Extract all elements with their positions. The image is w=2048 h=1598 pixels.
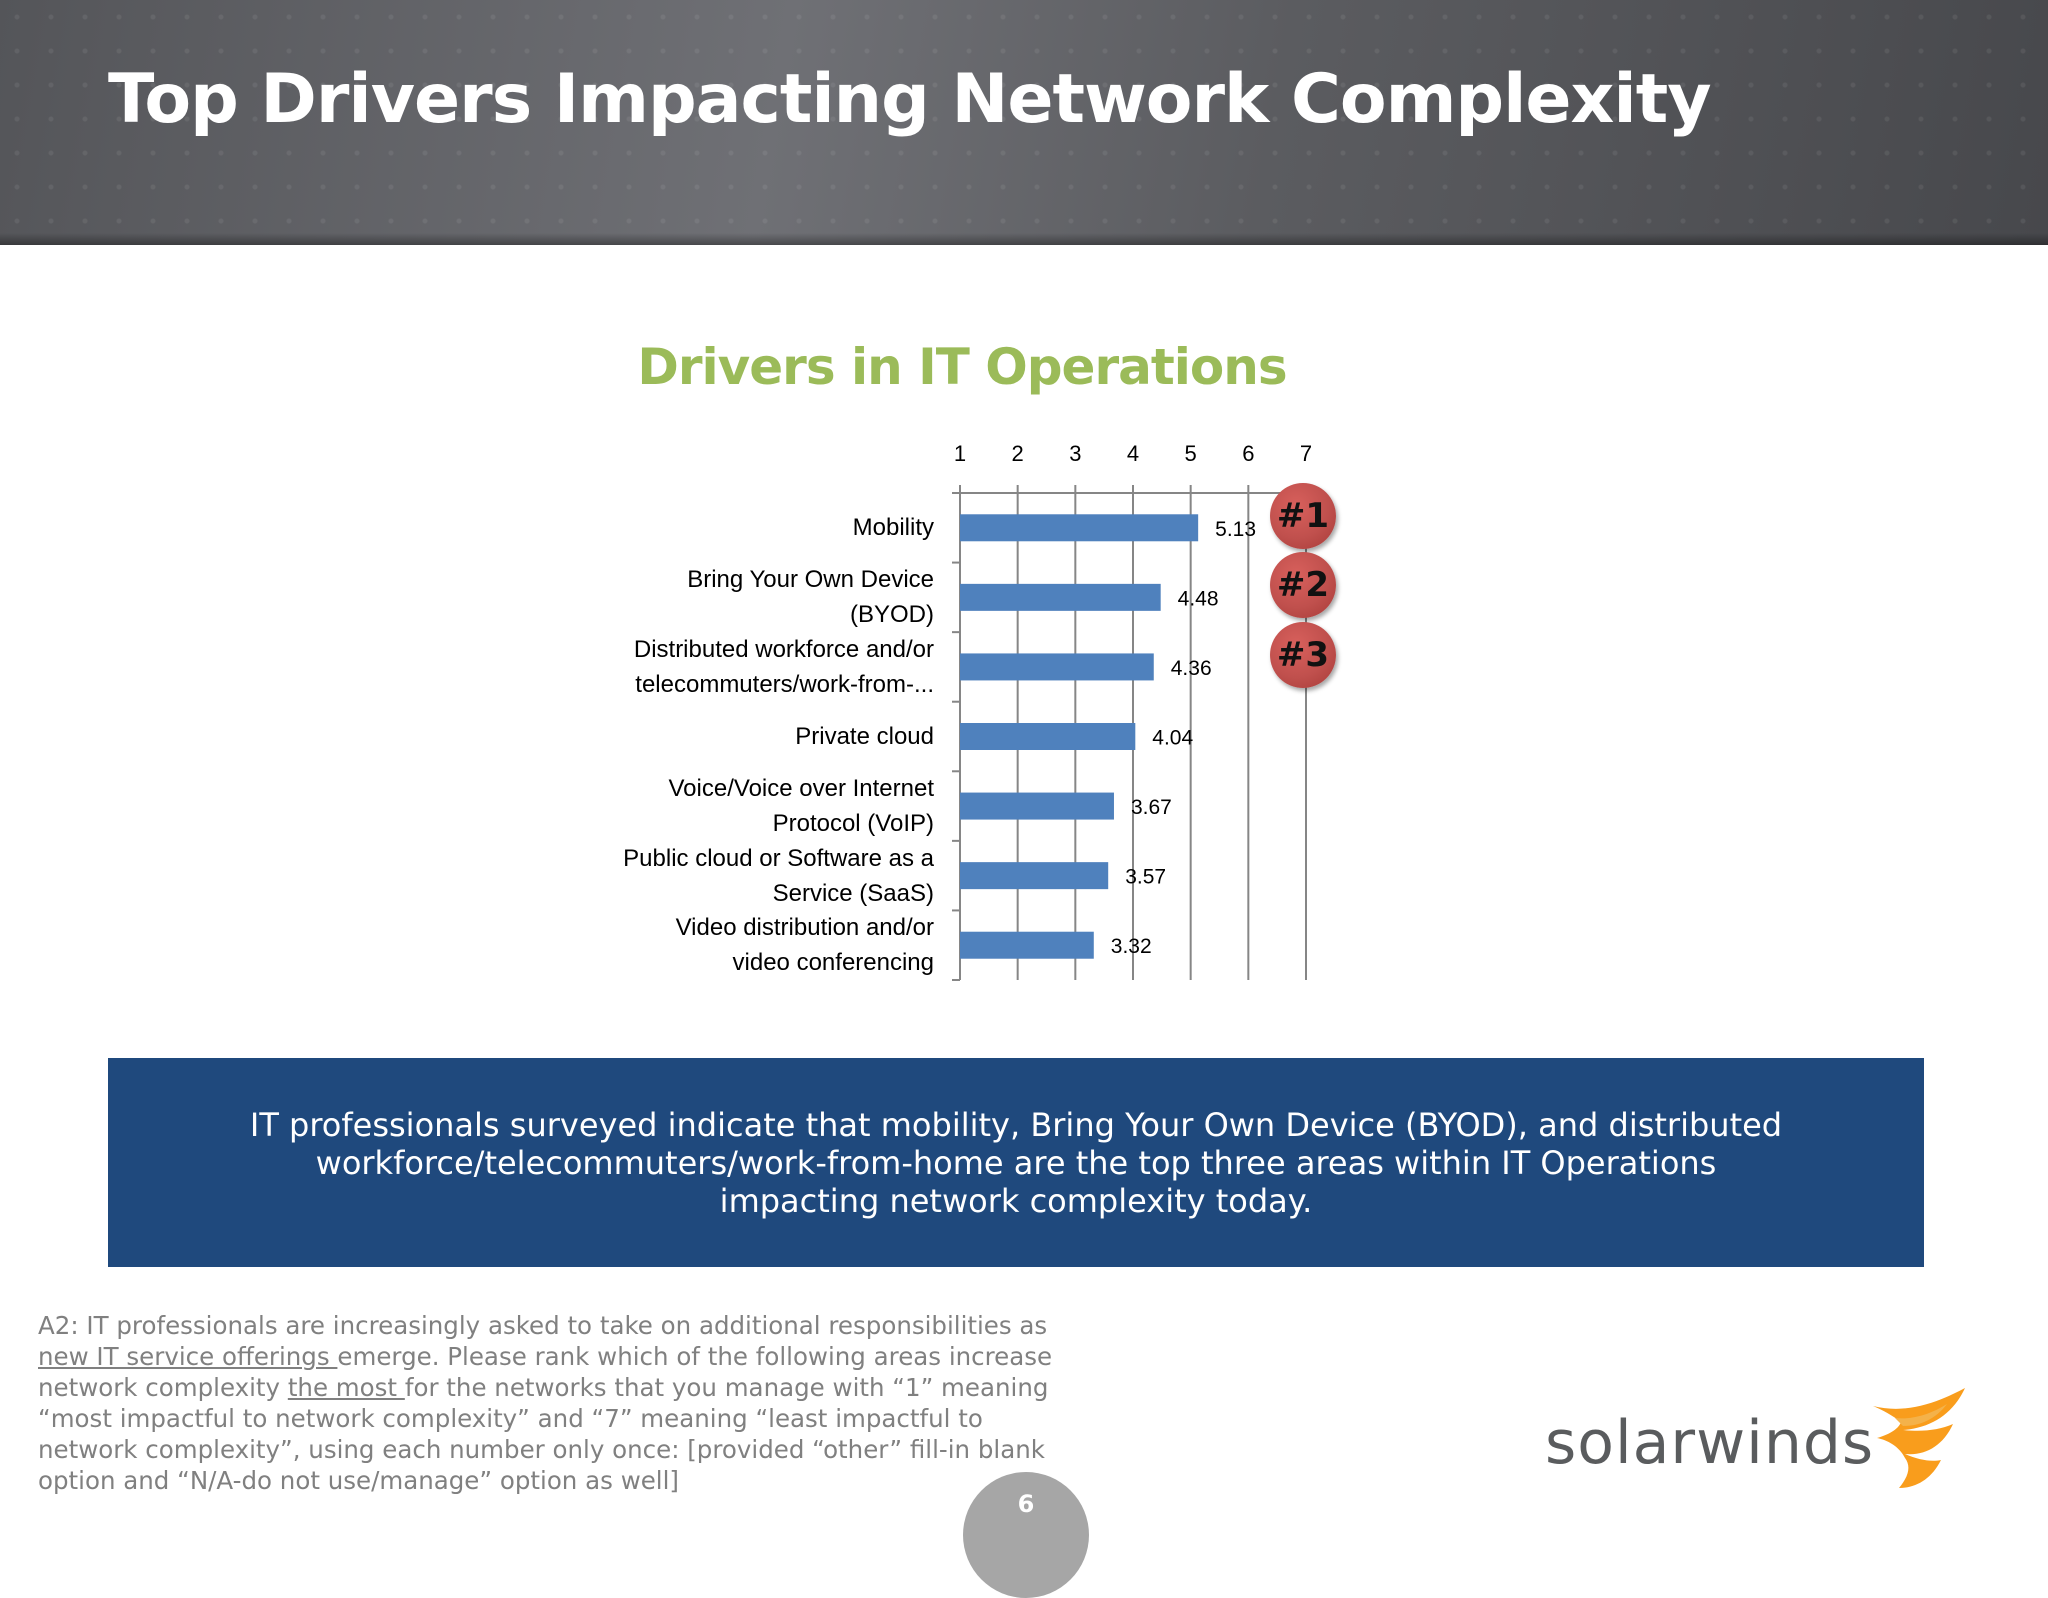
x-tick-label: 1 [954,441,966,466]
header-shadow [0,233,2048,245]
bar-value-label: 3.32 [1111,935,1152,958]
category-label-line: (BYOD) [850,601,934,629]
bar [960,723,1136,750]
footnote-text-3: for the networks that you manage with “1… [38,1373,1049,1495]
logo-wordmark: solarwinds [1545,1408,1875,1478]
page-number: 6 [1017,1490,1035,1518]
bar [960,583,1161,611]
x-tick-label: 7 [1300,441,1312,466]
rank-badge: #1 [1270,482,1336,549]
x-tick-label: 4 [1127,441,1139,466]
category-label: Voice/Voice over Internet Protocol (VoIP) [534,771,935,841]
footnote-underline-1: new IT service offerings [38,1342,338,1371]
rank-badge: #3 [1270,621,1336,688]
survey-question-footnote: A2: IT professionals are increasingly as… [38,1310,1078,1496]
solarwinds-logo: solarwinds [1545,1388,1965,1502]
category-label: Private cloud [534,719,934,754]
bar-value-label: 4.04 [1152,727,1193,750]
category-label: Distributed workforce and/or telecommuter… [534,632,934,702]
category-label-line: Video distribution and/or [675,914,934,942]
bar-value-label: 5.13 [1215,518,1256,541]
summary-banner: IT professionals surveyed indicate that … [108,1058,1924,1267]
logo-flame-icon [1873,1388,1965,1488]
category-label-line: Mobility [852,514,934,542]
bar-value-label: 3.67 [1131,796,1172,819]
page-title: Top Drivers Impacting Network Complexity [108,60,1712,139]
x-tick-label: 2 [1012,441,1024,466]
summary-text: IT professionals surveyed indicate that … [249,1105,1783,1220]
footnote-text-2: emerge. Please rank which of the followi… [38,1342,1053,1402]
rank-badge: #2 [1270,552,1336,619]
bar [960,514,1199,542]
category-label: Mobility [534,510,934,545]
category-label: Public cloud or Software as a Service (Sa… [534,841,934,911]
page-number-badge: 6 [963,1472,1089,1598]
category-label: Bring Your Own Device (BYOD) [534,562,934,632]
bar [960,653,1154,681]
bar [960,931,1094,959]
header-texture [0,0,2048,245]
footnote-text-1: A2: IT professionals are increasingly as… [38,1311,1048,1340]
bar-chart: 1 2 3 4 5 6 7 5.13 4.48 4.36 4.04 3.67 3.57 3.32 [952,441,1312,981]
category-label-line: Private cloud [795,723,934,750]
category-label-line: Voice/Voice over Internet [668,775,935,803]
x-tick-label: 5 [1185,441,1197,466]
slide-header: Top Drivers Impacting Network Complexity [0,0,2048,245]
bar-value-label: 4.48 [1178,587,1219,610]
bar-value-label: 3.57 [1125,866,1166,889]
category-label-line: Bring Your Own Device [687,566,934,594]
category-label-line: Distributed workforce and/or [633,635,934,663]
category-label-line: video conferencing [732,949,934,977]
bar-value-label: 4.36 [1171,657,1212,680]
bar [960,862,1109,890]
chart-title: Drivers in IT Operations [637,338,1287,396]
category-label-line: Public cloud or Software as a [623,844,934,872]
bar [960,792,1114,820]
category-label-line: Service (SaaS) [772,879,934,907]
x-tick-label: 6 [1242,441,1254,466]
category-label: Video distribution and/or video conferenc… [534,910,934,980]
footnote-underline-2: the most [287,1373,405,1402]
category-label-line: telecommuters/work-from-... [635,670,934,698]
x-tick-label: 3 [1069,441,1081,466]
category-label-line: Protocol (VoIP) [772,810,934,838]
